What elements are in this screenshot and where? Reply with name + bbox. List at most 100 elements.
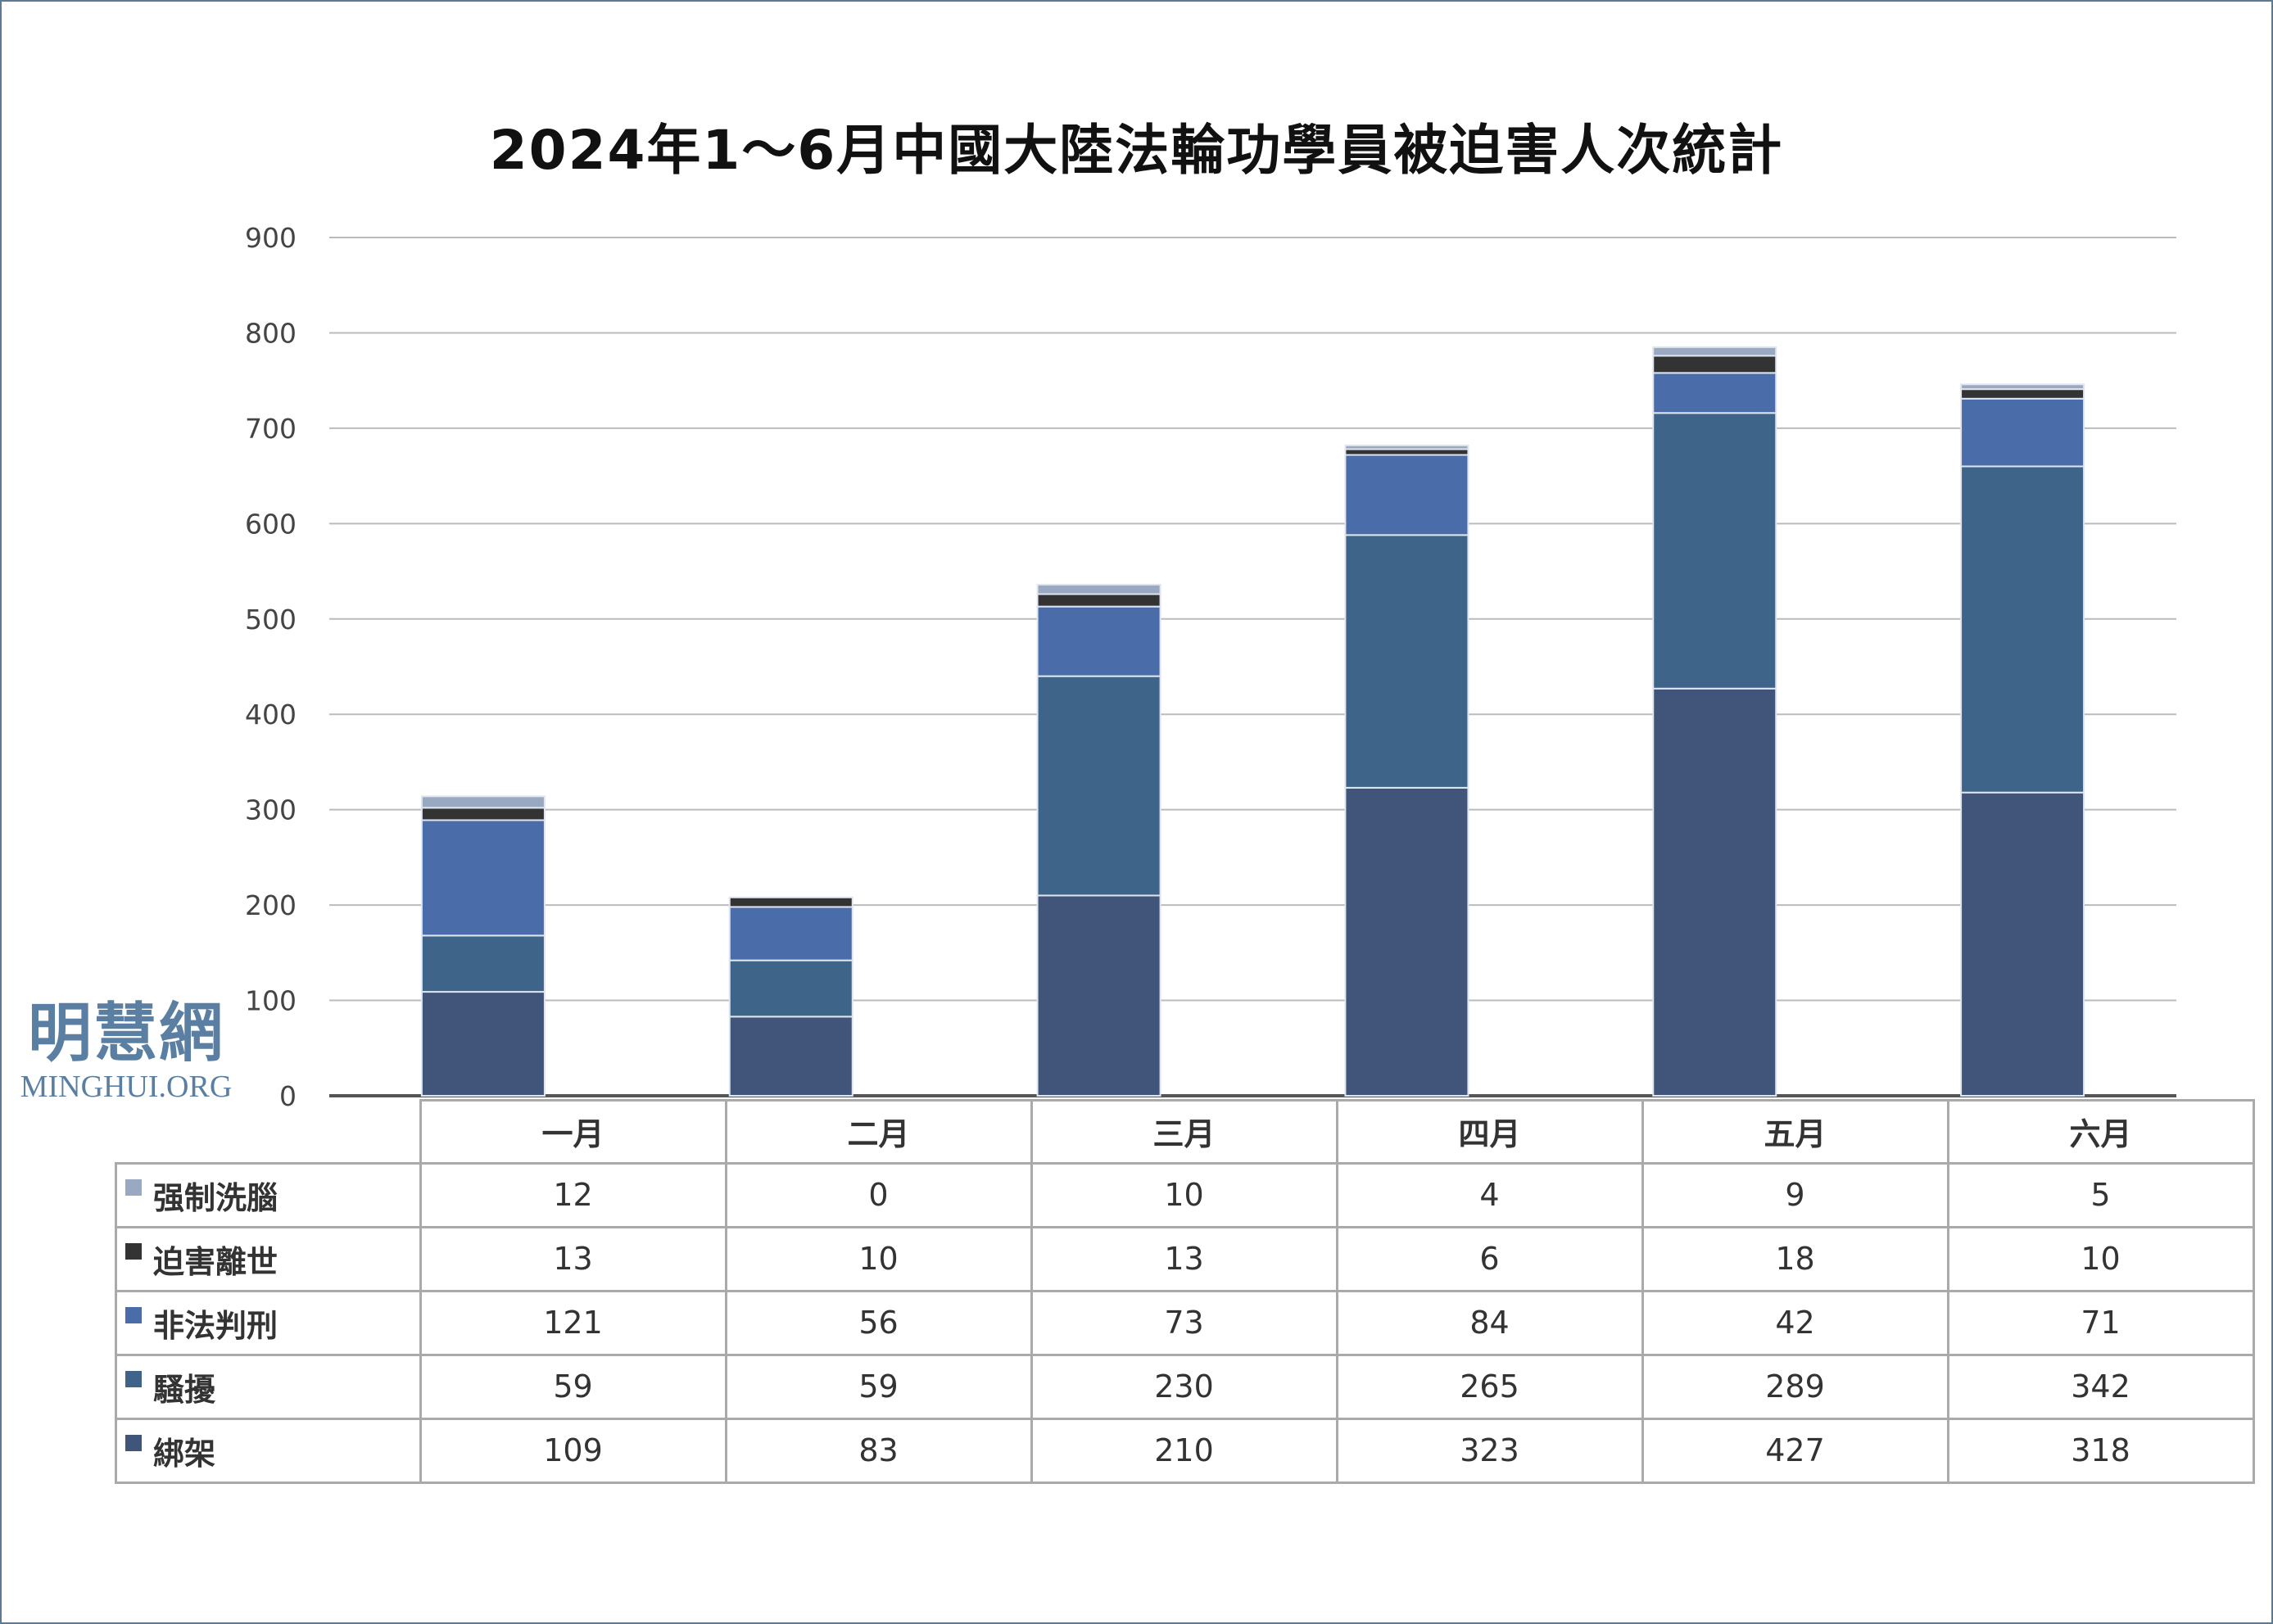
bar-segment [1344,448,1469,456]
data-label: 42 [1641,1289,1949,1356]
legend-swatch [125,1242,142,1260]
x-tick-label: 三月 [1030,1099,1338,1165]
bar-segment [1036,605,1161,677]
bar-segment [1344,444,1469,450]
legend-swatch [125,1306,142,1323]
data-label: 10 [1946,1225,2255,1292]
data-table: 一月 二月 三月 四月 五月 六月 强制洗腦 12 0 10 4 9 5 迫害離世 13 10 13 6 18 10 非… [115,1099,2255,1484]
data-label: 265 [1335,1353,1644,1420]
bar-segment [420,991,546,1097]
y-tick-label: 600 [245,508,297,540]
bar-segment [1652,412,1777,690]
y-tick-label: 800 [245,317,297,349]
bar-segment [1344,786,1469,1097]
table-row: 迫害離世 13 10 13 6 18 10 [115,1225,2255,1292]
bar-segment [1036,583,1161,595]
y-tick-label: 200 [245,889,297,921]
x-tick-label: 二月 [724,1099,1033,1165]
data-label: 59 [419,1353,727,1420]
series-name: 騷擾 [153,1371,216,1408]
legend-swatch [125,1434,142,1451]
data-label: 59 [724,1353,1033,1420]
bar-segment [420,934,546,993]
legend-entry: 迫害離世 [115,1225,422,1292]
bar-segment [1960,383,2085,391]
table-row: 非法判刑 121 56 73 84 42 71 [115,1289,2255,1356]
table-row: 强制洗腦 12 0 10 4 9 5 [115,1161,2255,1228]
table-header-row: 一月 二月 三月 四月 五月 六月 [115,1099,2255,1165]
x-tick-label: 一月 [419,1099,727,1165]
data-label: 84 [1335,1289,1644,1356]
series-name: 强制洗腦 [153,1179,278,1216]
minghui-logo: 明慧網 MINGHUI.ORG [11,997,241,1103]
y-tick-label: 300 [245,794,297,826]
bar-segment [728,906,854,961]
bar-segment [1036,675,1161,897]
y-tick-label: 700 [245,413,297,445]
legend-entry: 非法判刑 [115,1289,422,1356]
data-label: 56 [724,1289,1033,1356]
data-label: 83 [724,1417,1033,1484]
x-tick-label: 五月 [1641,1099,1949,1165]
data-label: 73 [1030,1289,1338,1356]
data-label: 6 [1335,1225,1644,1292]
y-tick-label: 100 [245,985,297,1017]
bar-segment [1960,465,2085,794]
x-tick-label: 四月 [1335,1099,1644,1165]
bar-segment [1344,454,1469,536]
x-tick-label: 六月 [1946,1099,2255,1165]
bar-segment [1960,388,2085,400]
bar-segment [728,959,854,1018]
data-label: 121 [419,1289,727,1356]
data-label: 289 [1641,1353,1949,1420]
y-tick-label: 500 [245,604,297,636]
legend-entry: 騷擾 [115,1353,422,1420]
legend-entry: 强制洗腦 [115,1161,422,1228]
bar-segment [1652,372,1777,414]
bar-segment [1652,346,1777,357]
data-label: 18 [1641,1225,1949,1292]
table-row: 綁架 109 83 210 323 427 318 [115,1417,2255,1484]
chart-title: 2024年1～6月中國大陸法輪功學員被迫害人次統計 [489,119,1784,182]
bar-segment [1036,593,1161,608]
legend-swatch [125,1370,142,1387]
bar-segment [728,1016,854,1097]
data-label: 323 [1335,1417,1644,1484]
data-label: 13 [419,1225,727,1292]
data-label: 12 [419,1161,727,1228]
data-label: 0 [724,1161,1033,1228]
bar-segment [1960,397,2085,468]
table-corner [115,1100,422,1163]
data-label: 230 [1030,1353,1338,1420]
bar-segment [1344,534,1469,789]
logo-en: MINGHUI.ORG [20,1070,233,1104]
bar-segment [420,819,546,937]
bar-segment [1960,791,2085,1097]
legend-entry: 綁架 [115,1417,422,1484]
data-label: 10 [1030,1161,1338,1228]
bar-segment [728,896,854,908]
table-row: 騷擾 59 59 230 265 289 342 [115,1353,2255,1420]
data-label: 342 [1946,1353,2255,1420]
series-name: 非法判刑 [153,1307,278,1344]
data-label: 5 [1946,1161,2255,1228]
data-label: 9 [1641,1161,1949,1228]
y-tick-label: 400 [245,699,297,731]
bar-segment [1036,894,1161,1097]
data-label: 318 [1946,1417,2255,1484]
legend-swatch [125,1178,142,1196]
data-label: 427 [1641,1417,1949,1484]
bar-segment [420,795,546,809]
series-name: 迫害離世 [153,1243,278,1280]
data-label: 4 [1335,1161,1644,1228]
y-tick-label: 900 [245,222,297,254]
bar-segment [1652,687,1777,1097]
data-label: 71 [1946,1289,2255,1356]
data-label: 10 [724,1225,1033,1292]
data-label: 210 [1030,1417,1338,1484]
bar-segment [1652,355,1777,374]
series-name: 綁架 [153,1435,216,1472]
logo-cn: 明慧網 [27,997,224,1070]
